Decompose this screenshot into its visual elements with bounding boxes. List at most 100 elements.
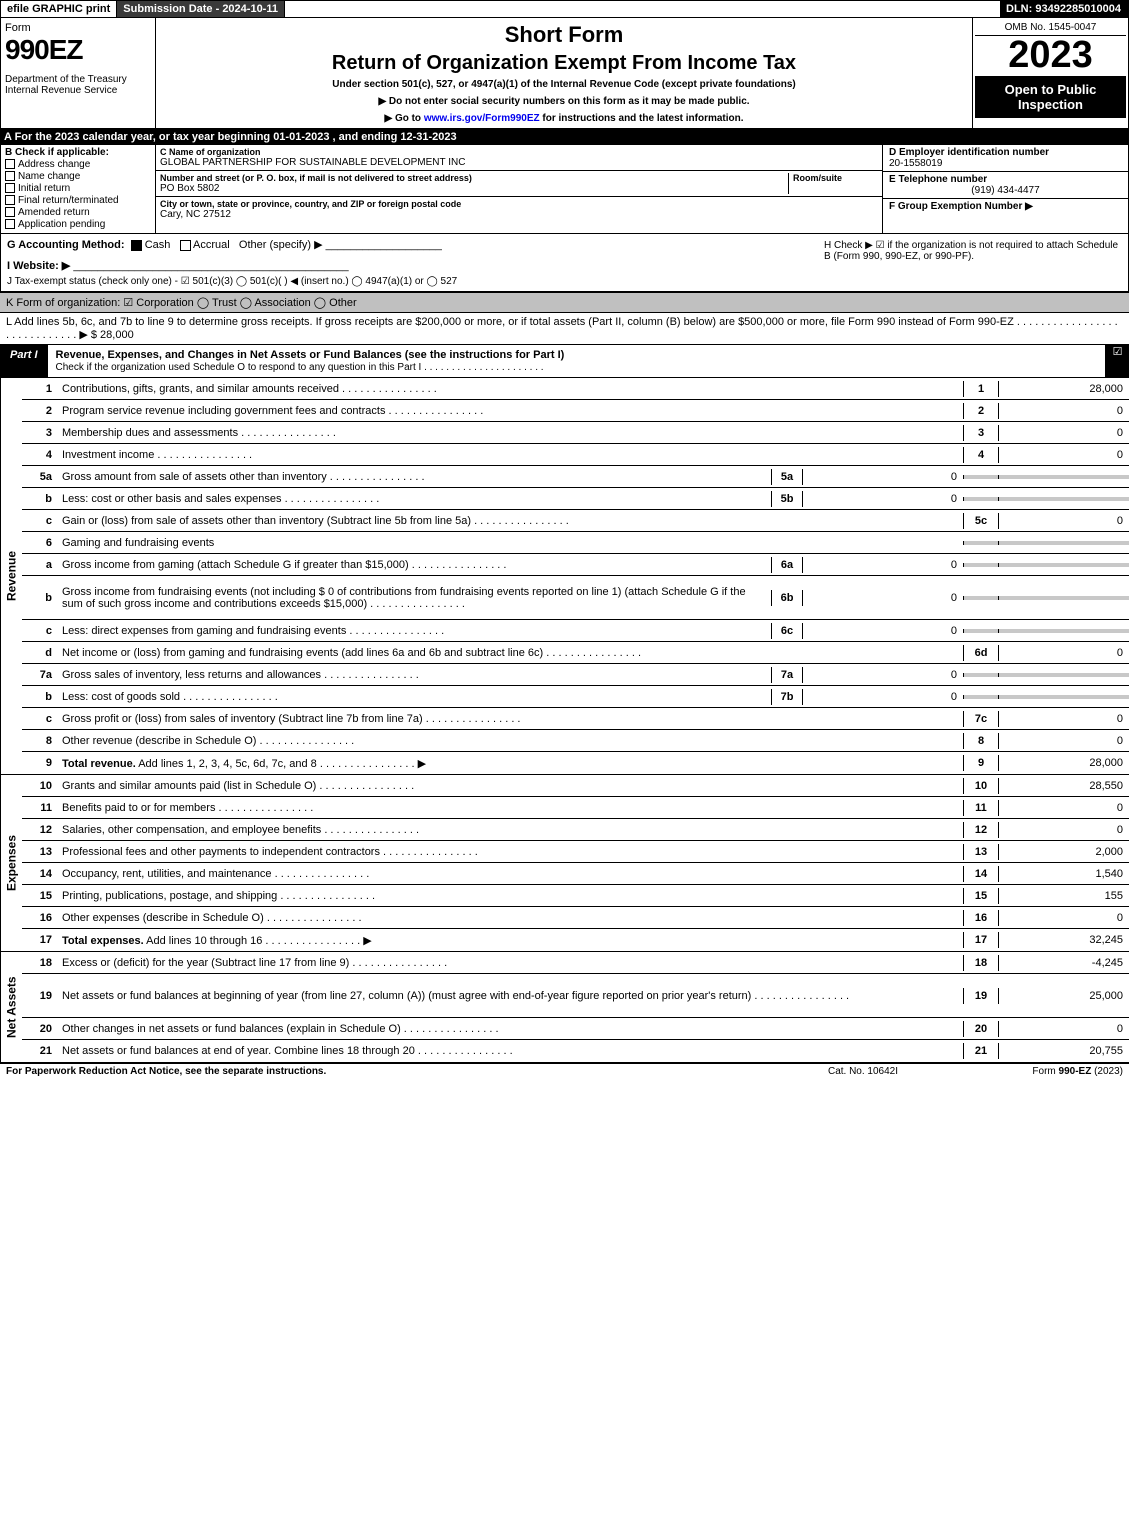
street-value: PO Box 5802 (160, 183, 788, 194)
part1-check[interactable]: ☑ (1105, 345, 1129, 377)
line-11: 11Benefits paid to or for members . . . … (22, 797, 1129, 819)
line-number: 13 (22, 844, 58, 860)
line-number: 12 (22, 822, 58, 838)
part1-header: Part I Revenue, Expenses, and Changes in… (0, 345, 1129, 378)
line-value: 0 (999, 910, 1129, 926)
line-text: Salaries, other compensation, and employ… (58, 822, 963, 838)
submission-date: Submission Date - 2024-10-11 (117, 1, 285, 17)
line-19: 19Net assets or fund balances at beginni… (22, 974, 1129, 1018)
footer-left: For Paperwork Reduction Act Notice, see … (6, 1066, 763, 1077)
line-text: Gross sales of inventory, less returns a… (58, 667, 771, 683)
line-number: 14 (22, 866, 58, 882)
return-title: Return of Organization Exempt From Incom… (164, 52, 964, 75)
org-name-label: C Name of organization (160, 147, 878, 157)
goto-pre: ▶ Go to (384, 113, 423, 124)
group-exemption-label: F Group Exemption Number ▶ (889, 201, 1122, 212)
j-tax-exempt: J Tax-exempt status (check only one) - ☑… (7, 276, 1122, 287)
sub-line-value: 0 (803, 667, 963, 683)
line-text: Excess or (deficit) for the year (Subtra… (58, 955, 963, 971)
line-text: Gaming and fundraising events (58, 535, 963, 551)
line-7a: 7aGross sales of inventory, less returns… (22, 664, 1129, 686)
line-value: 0 (999, 822, 1129, 838)
line-ref: 8 (963, 733, 999, 749)
sub-line-ref: 6b (771, 590, 803, 606)
col-d-numbers: D Employer identification number 20-1558… (883, 145, 1128, 233)
line-text: Investment income . . . . . . . . . . . … (58, 447, 963, 463)
b-header: B Check if applicable: (5, 147, 151, 158)
row-h-schedule-b: H Check ▶ ☑ if the organization is not r… (822, 238, 1122, 264)
g-label: G Accounting Method: (7, 239, 125, 251)
chk-address-change[interactable]: Address change (5, 159, 151, 170)
line-ref: 5c (963, 513, 999, 529)
i-website: I Website: ▶ (7, 260, 70, 272)
line-value: 28,000 (999, 381, 1129, 397)
line-18: 18Excess or (deficit) for the year (Subt… (22, 952, 1129, 974)
sub-line-value: 0 (803, 491, 963, 507)
line-6: 6Gaming and fundraising events (22, 532, 1129, 554)
header-right: OMB No. 1545-0047 2023 Open to Public In… (973, 18, 1128, 128)
line-value: 1,540 (999, 866, 1129, 882)
line-value: 28,550 (999, 778, 1129, 794)
line-9: 9Total revenue. Add lines 1, 2, 3, 4, 5c… (22, 752, 1129, 774)
line-20: 20Other changes in net assets or fund ba… (22, 1018, 1129, 1040)
line-ref: 1 (963, 381, 999, 397)
row-k-form-org: K Form of organization: ☑ Corporation ◯ … (0, 293, 1129, 313)
net-assets-side-label: Net Assets (0, 952, 22, 1062)
efile-label[interactable]: efile GRAPHIC print (1, 1, 117, 17)
part1-tab: Part I (0, 345, 48, 377)
chk-final-return[interactable]: Final return/terminated (5, 195, 151, 206)
chk-application-pending[interactable]: Application pending (5, 219, 151, 230)
line-value: 0 (999, 800, 1129, 816)
city-value: Cary, NC 27512 (160, 209, 878, 220)
line-number: 7a (22, 667, 58, 683)
line-text: Occupancy, rent, utilities, and maintena… (58, 866, 963, 882)
line-number: c (22, 623, 58, 639)
chk-initial-return[interactable]: Initial return (5, 183, 151, 194)
telephone-value: (919) 434-4477 (889, 185, 1122, 196)
line-d: dNet income or (loss) from gaming and fu… (22, 642, 1129, 664)
line-number: 1 (22, 381, 58, 397)
line-10: 10Grants and similar amounts paid (list … (22, 775, 1129, 797)
line-text: Total expenses. Add lines 10 through 16 … (58, 932, 963, 949)
line-text: Contributions, gifts, grants, and simila… (58, 381, 963, 397)
street-label: Number and street (or P. O. box, if mail… (160, 173, 788, 183)
chk-amended-return[interactable]: Amended return (5, 207, 151, 218)
col-b-checkboxes: B Check if applicable: Address change Na… (1, 145, 156, 233)
line-b: bGross income from fundraising events (n… (22, 576, 1129, 620)
line-text: Gross profit or (loss) from sales of inv… (58, 711, 963, 727)
line-text: Less: cost of goods sold . . . . . . . .… (58, 689, 771, 705)
telephone-label: E Telephone number (889, 174, 1122, 185)
line-a: aGross income from gaming (attach Schedu… (22, 554, 1129, 576)
line-value: 0 (999, 733, 1129, 749)
line-ref: 16 (963, 910, 999, 926)
line-number: 18 (22, 955, 58, 971)
short-form-title: Short Form (164, 22, 964, 48)
chk-cash[interactable] (131, 240, 142, 251)
page-footer: For Paperwork Reduction Act Notice, see … (0, 1063, 1129, 1079)
chk-accrual[interactable] (180, 240, 191, 251)
line-number: 11 (22, 800, 58, 816)
line-number: 9 (22, 755, 58, 771)
irs-link[interactable]: www.irs.gov/Form990EZ (424, 113, 540, 124)
line-text: Other revenue (describe in Schedule O) .… (58, 733, 963, 749)
sub-line-ref: 5b (771, 491, 803, 507)
line-number: 20 (22, 1021, 58, 1037)
line-ref: 7c (963, 711, 999, 727)
sub-line-ref: 5a (771, 469, 803, 485)
line-text: Net assets or fund balances at beginning… (58, 988, 963, 1004)
line-16: 16Other expenses (describe in Schedule O… (22, 907, 1129, 929)
col-c-org-info: C Name of organization GLOBAL PARTNERSHI… (156, 145, 883, 233)
line-ref: 4 (963, 447, 999, 463)
line-text: Gross amount from sale of assets other t… (58, 469, 771, 485)
line-number: 8 (22, 733, 58, 749)
line-value: 0 (999, 1021, 1129, 1037)
chk-name-change[interactable]: Name change (5, 171, 151, 182)
line-b: bLess: cost or other basis and sales exp… (22, 488, 1129, 510)
row-l-gross-receipts: L Add lines 5b, 6c, and 7b to line 9 to … (0, 313, 1129, 345)
line-b: bLess: cost of goods sold . . . . . . . … (22, 686, 1129, 708)
line-value: 0 (999, 425, 1129, 441)
part1-title: Revenue, Expenses, and Changes in Net As… (48, 345, 1105, 377)
line-value: 155 (999, 888, 1129, 904)
line-number: c (22, 513, 58, 529)
form-word: Form (5, 22, 151, 34)
